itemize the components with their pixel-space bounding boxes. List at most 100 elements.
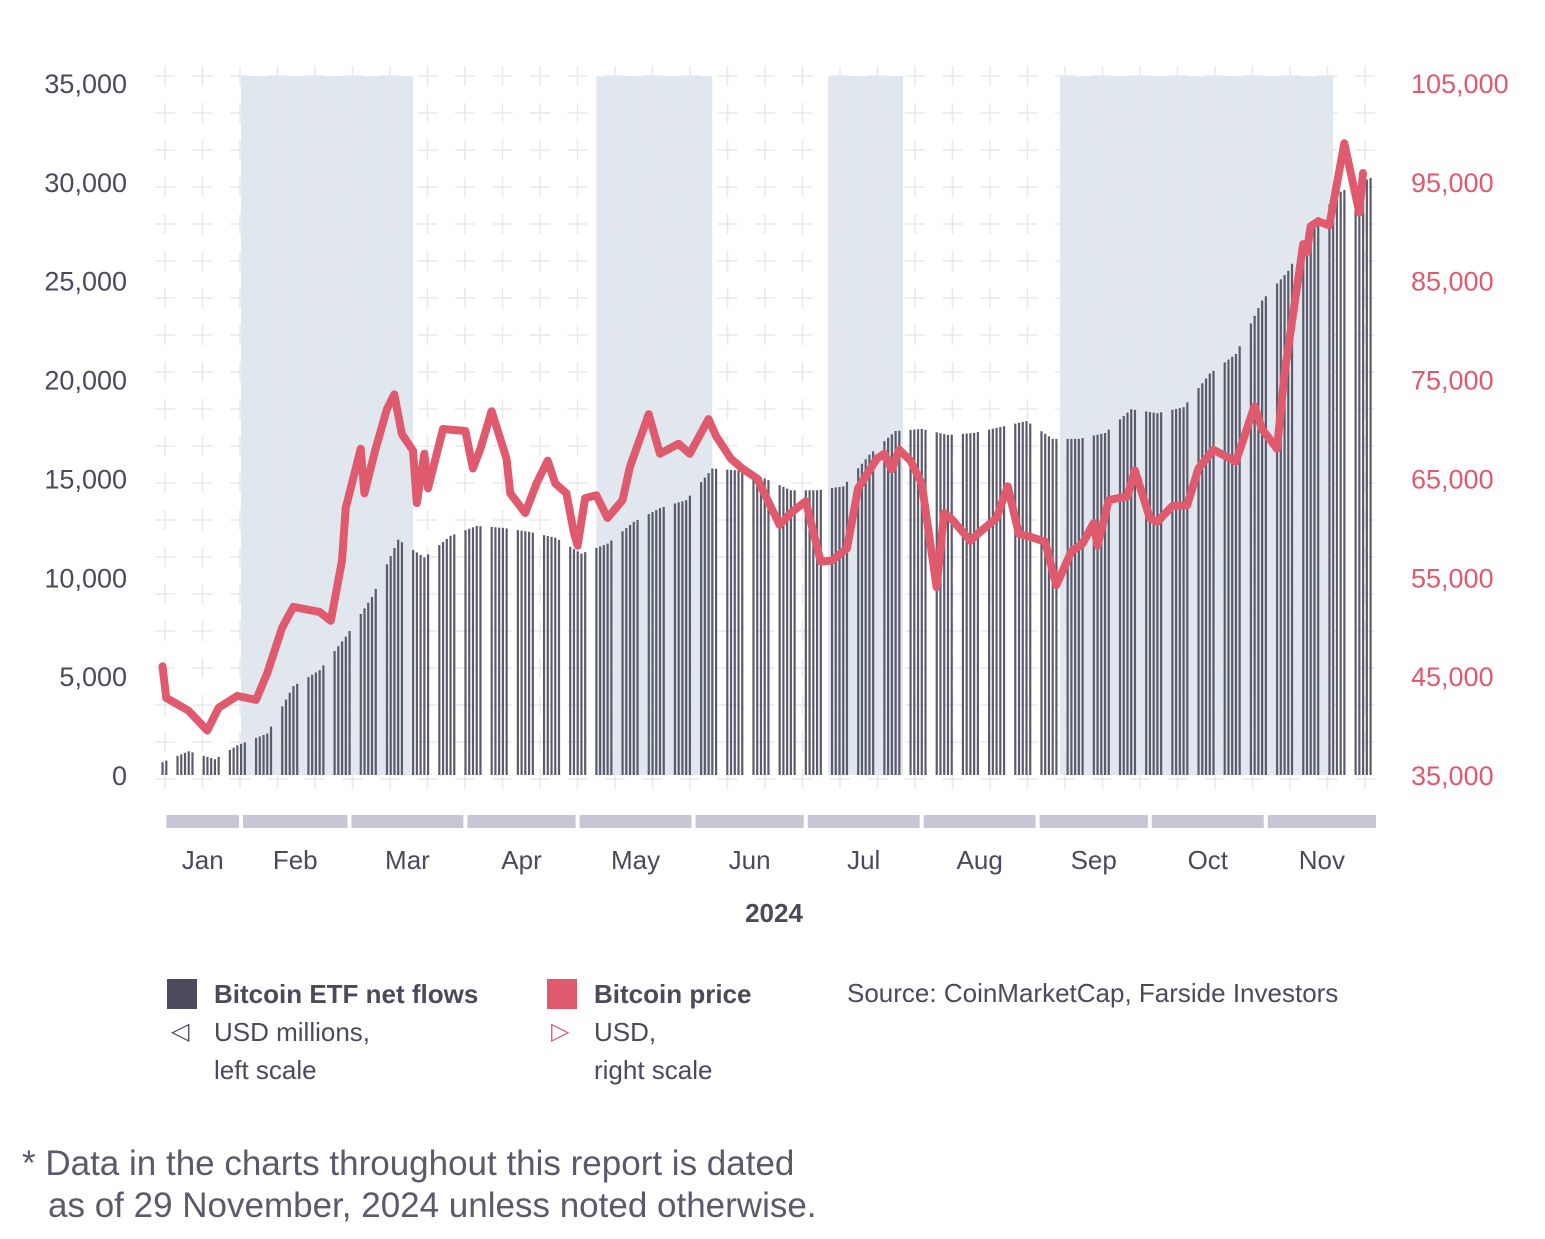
grid-cross: [1130, 325, 1150, 345]
grid-cross: [155, 140, 175, 160]
grid-cross: [1242, 140, 1263, 160]
grid-cross: [942, 140, 963, 160]
flow-bar: [228, 749, 231, 775]
grid-cross: [1205, 140, 1225, 160]
grid-cross: [1130, 362, 1150, 382]
grid-cross: [230, 251, 250, 271]
grid-cross: [455, 510, 475, 530]
grid-cross: [267, 177, 288, 197]
flow-bar: [340, 641, 344, 775]
grid-cross: [342, 769, 363, 789]
flow-bar: [655, 510, 658, 775]
flow-bar: [550, 536, 553, 775]
month-bar: [807, 815, 920, 828]
flow-bar: [1118, 419, 1122, 775]
flow-bar: [890, 434, 893, 775]
flow-bar: [909, 429, 912, 775]
flow-bar: [1332, 200, 1335, 776]
grid-cross: [980, 214, 1000, 234]
footnote-line-2: as of 29 November, 2024 unless noted oth…: [48, 1186, 817, 1225]
grid-cross: [680, 399, 700, 419]
grid-cross: [867, 177, 888, 197]
grid-cross: [1017, 399, 1038, 419]
grid-cross: [230, 214, 250, 234]
grid-cross: [567, 177, 588, 197]
grid-cross: [1280, 103, 1300, 123]
grid-cross: [717, 362, 738, 382]
grid-cross: [417, 214, 438, 234]
month-bar: [166, 815, 239, 828]
month-bar: [1039, 815, 1148, 828]
price-line-group: [158, 139, 1367, 735]
grid-cross: [1017, 251, 1038, 271]
grid-cross: [1242, 103, 1263, 123]
grid-cross: [1017, 288, 1038, 308]
flow-bar: [1156, 413, 1159, 775]
grid-cross: [755, 362, 775, 382]
right-tick-label: 75,000: [1411, 366, 1494, 396]
grid-cross: [567, 325, 588, 345]
grid-cross: [380, 103, 400, 123]
flow-bar: [647, 514, 650, 775]
month-label: Aug: [957, 845, 1003, 875]
grid-cross: [530, 436, 550, 456]
flow-bar: [180, 754, 183, 775]
grid-cross: [305, 251, 325, 271]
grid-cross: [1130, 177, 1150, 197]
legend-flows: Bitcoin ETF net flows ◁ USD millions, lef…: [167, 975, 478, 1089]
left-tick-label: 30,000: [44, 168, 127, 198]
flow-bar: [939, 433, 942, 775]
right-tick-label: 35,000: [1411, 761, 1494, 791]
grid-cross: [1130, 769, 1150, 789]
month-label: Jul: [847, 845, 880, 875]
grid-cross: [755, 103, 775, 123]
grid-cross: [1205, 177, 1225, 197]
grid-cross: [305, 177, 325, 197]
grid-cross: [1092, 140, 1113, 160]
grid-cross: [1055, 140, 1075, 160]
flow-bar: [183, 752, 187, 775]
flow-bar: [677, 502, 680, 775]
grid-cross: [830, 288, 850, 308]
grid-cross: [192, 214, 213, 234]
grid-cross: [567, 103, 588, 123]
grid-cross: [867, 325, 888, 345]
flow-bar: [161, 762, 164, 775]
grid-cross: [717, 251, 738, 271]
grid-cross: [155, 251, 175, 271]
grid-cross: [230, 177, 250, 197]
grid-cross: [1130, 214, 1150, 234]
grid-cross: [1280, 695, 1300, 715]
month-bar: [1151, 815, 1264, 828]
flow-bar: [243, 742, 246, 775]
grid-cross: [1055, 103, 1075, 123]
grid-cross: [905, 399, 925, 419]
grid-cross: [1017, 103, 1038, 123]
grid-cross: [380, 177, 400, 197]
grid-cross: [1355, 399, 1375, 419]
grid-cross: [792, 66, 813, 86]
flow-bar: [296, 683, 299, 775]
grid-cross: [942, 325, 963, 345]
grid-cross: [530, 325, 550, 345]
grid-cross: [267, 66, 288, 86]
flow-bar: [542, 535, 546, 775]
flow-bar: [729, 469, 733, 775]
grid-cross: [305, 103, 325, 123]
left-triangle-icon: ◁: [171, 1018, 190, 1045]
grid-cross: [755, 177, 775, 197]
grid-cross: [1355, 621, 1375, 641]
grid-cross: [342, 584, 363, 604]
flow-bar: [920, 429, 923, 775]
grid-cross: [305, 66, 325, 86]
grid-cross: [192, 584, 213, 604]
grid-cross: [755, 214, 775, 234]
flow-bar: [1208, 373, 1211, 775]
flow-bar: [554, 537, 557, 775]
grid-cross: [605, 436, 625, 456]
flow-bar: [606, 543, 609, 775]
flow-bar: [367, 602, 370, 775]
grid-cross: [1242, 251, 1263, 271]
grid-cross: [642, 473, 663, 493]
grid-cross: [155, 66, 175, 86]
